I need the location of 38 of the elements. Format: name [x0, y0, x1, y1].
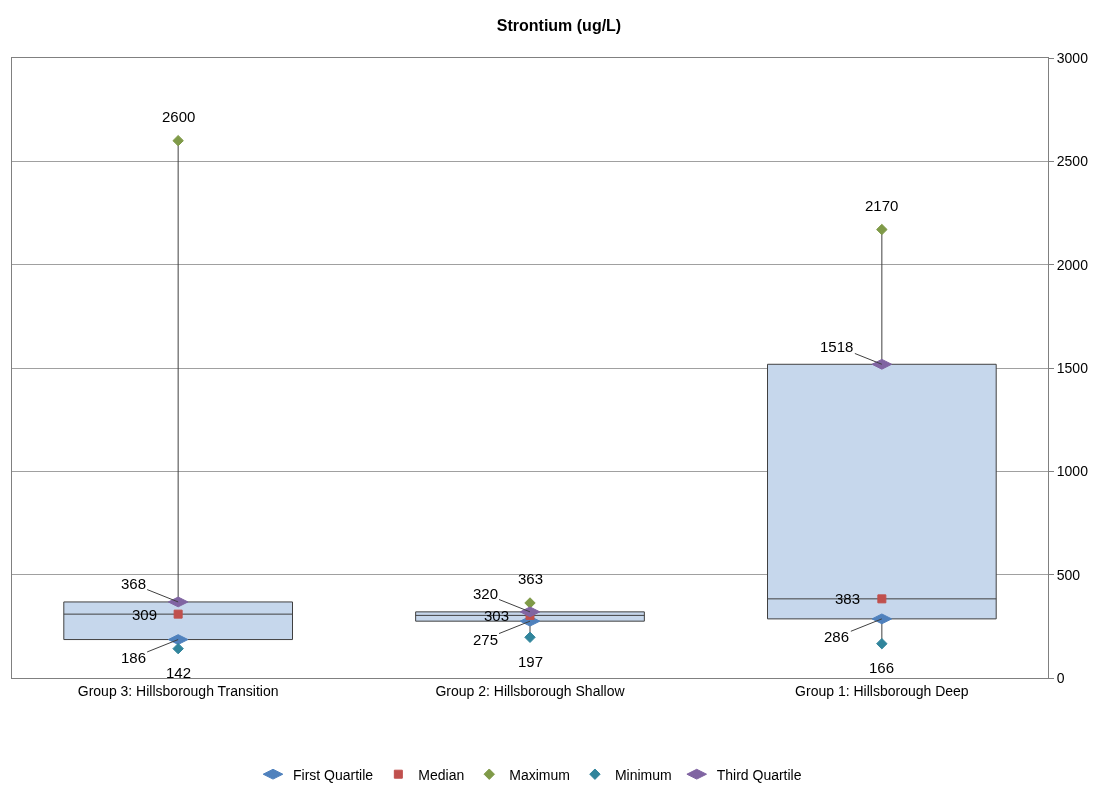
data-label: 368: [121, 575, 147, 592]
legend-label: Minimum: [614, 766, 672, 783]
y-tick-label: 2500: [1056, 153, 1089, 170]
legend-label: Median: [418, 766, 465, 783]
data-label: 320: [473, 585, 499, 602]
data-label: 309: [132, 606, 158, 623]
x-tick-label: Group 2: Hillsborough Shallow: [435, 682, 626, 699]
legend-label: First Quartile: [293, 766, 374, 783]
y-tick-label: 1500: [1056, 359, 1089, 376]
point: [876, 223, 888, 236]
data-label: 1518: [820, 338, 854, 355]
data-label: 286: [824, 628, 850, 645]
point: [172, 134, 184, 147]
data-label: 363: [518, 570, 544, 587]
data-label: 2600: [162, 108, 196, 125]
chart-title: Strontium (ug/L): [496, 17, 622, 35]
point: [173, 609, 183, 619]
data-label: 186: [121, 649, 147, 666]
x-tick-label: Group 1: Hillsborough Deep: [795, 682, 969, 699]
data-label: 197: [518, 653, 544, 670]
data-label: 166: [869, 659, 895, 676]
point: [876, 637, 888, 650]
y-tick-label: 500: [1056, 566, 1081, 583]
y-tick-label: 2000: [1056, 256, 1089, 273]
data-label: 275: [473, 631, 499, 648]
data-label: 2170: [865, 197, 899, 214]
point: [524, 631, 536, 643]
x-tick-label: Group 3: Hillsborough Transition: [77, 682, 279, 699]
data-label: 142: [166, 664, 192, 681]
point: [877, 594, 887, 604]
y-tick-label: 3000: [1056, 49, 1089, 66]
y-tick-label: 1000: [1056, 463, 1089, 480]
data-label: 383: [835, 590, 861, 607]
legend-label: Maximum: [509, 766, 570, 783]
point: [524, 597, 536, 609]
y-tick-label: 0: [1056, 669, 1065, 686]
legend-label: Third Quartile: [716, 766, 802, 783]
point: [172, 642, 184, 655]
